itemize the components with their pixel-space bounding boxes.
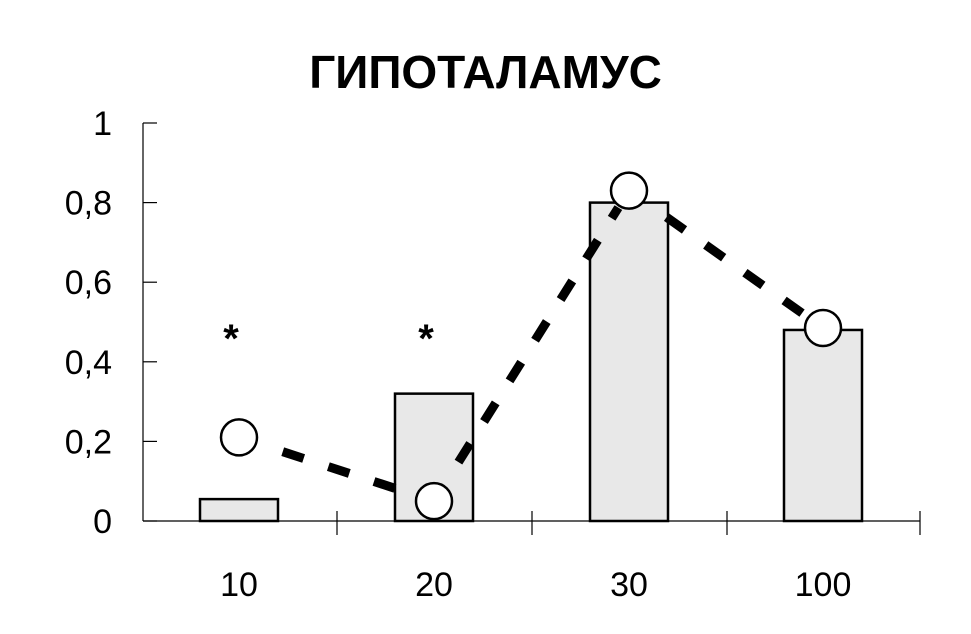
significance-asterisk: *	[223, 317, 239, 361]
bar	[198, 497, 280, 523]
x-tick-label: 100	[795, 566, 852, 604]
y-tick-label: 0,2	[65, 423, 112, 461]
open-circle-marker	[219, 418, 259, 457]
bar	[588, 201, 670, 523]
y-tick-label: 1	[93, 105, 112, 143]
bars	[198, 201, 864, 523]
dashed-line-segment	[281, 447, 417, 500]
dashed-line-series	[281, 205, 810, 500]
open-circle-marker	[803, 308, 843, 348]
bar	[782, 328, 864, 523]
x-tick-label: 20	[415, 566, 453, 604]
dashed-line-segment	[663, 213, 810, 321]
x-tick-label: 30	[610, 566, 648, 604]
open-circle-marker	[414, 481, 454, 521]
open-circle-marker	[609, 171, 649, 210]
y-tick-label: 0,4	[65, 344, 112, 382]
x-tick-label: 10	[220, 566, 258, 604]
dashed-line-segment	[454, 205, 623, 465]
significance-asterisk: *	[418, 317, 434, 361]
y-tick-label: 0,6	[65, 264, 112, 302]
circle-markers	[219, 171, 843, 521]
tick-labels: 0 0,2 0,4 0,6 0,8 1 10 20 30 100	[65, 105, 852, 604]
y-tick-label: 0,8	[65, 185, 112, 223]
y-tick-label: 0	[93, 503, 112, 541]
chart-title: ГИПОТАЛАМУС	[309, 46, 662, 98]
annotations: * *	[223, 317, 434, 361]
